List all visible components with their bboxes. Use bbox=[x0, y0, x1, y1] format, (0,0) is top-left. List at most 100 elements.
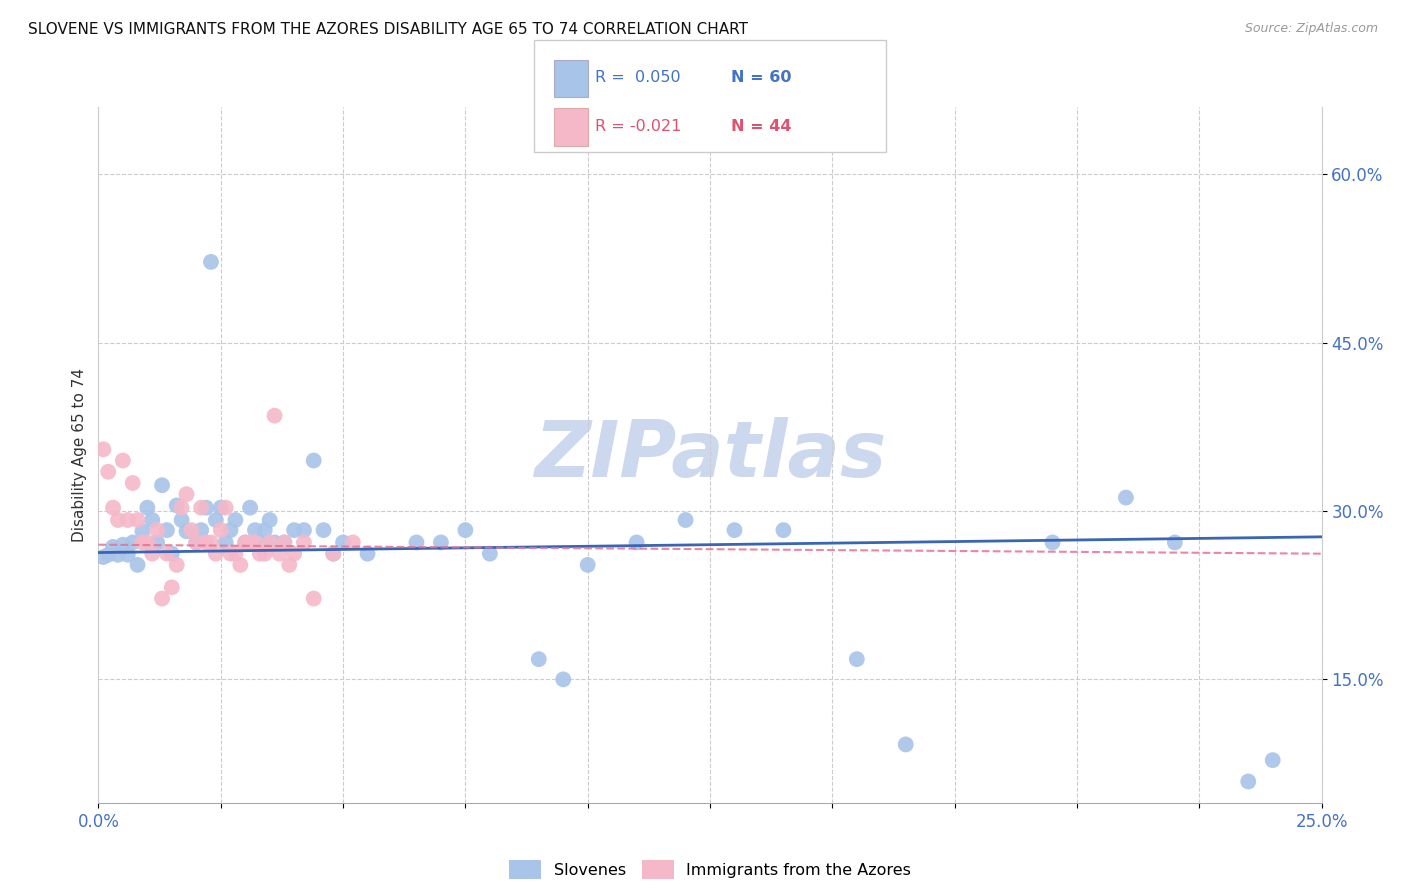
Point bbox=[195, 500, 218, 515]
Point bbox=[136, 535, 159, 549]
Point bbox=[121, 535, 143, 549]
Point bbox=[224, 513, 246, 527]
Point bbox=[239, 500, 262, 515]
Point bbox=[249, 547, 271, 561]
Point bbox=[478, 547, 501, 561]
Text: R = -0.021: R = -0.021 bbox=[595, 119, 681, 134]
Point bbox=[200, 255, 222, 269]
Point bbox=[249, 535, 271, 549]
Point bbox=[454, 523, 477, 537]
Point bbox=[186, 535, 208, 549]
Point bbox=[302, 453, 325, 467]
Text: Source: ZipAtlas.com: Source: ZipAtlas.com bbox=[1244, 22, 1378, 36]
Text: SLOVENE VS IMMIGRANTS FROM THE AZORES DISABILITY AGE 65 TO 74 CORRELATION CHART: SLOVENE VS IMMIGRANTS FROM THE AZORES DI… bbox=[28, 22, 748, 37]
Point bbox=[205, 547, 228, 561]
Point bbox=[107, 548, 129, 562]
Point bbox=[91, 442, 114, 457]
Point bbox=[576, 558, 599, 572]
Point bbox=[111, 453, 134, 467]
Point bbox=[273, 535, 295, 549]
Point bbox=[283, 547, 305, 561]
Point bbox=[1115, 491, 1137, 505]
Point bbox=[312, 523, 335, 537]
Legend: Slovenes, Immigrants from the Azores: Slovenes, Immigrants from the Azores bbox=[502, 854, 918, 885]
Point bbox=[127, 513, 149, 527]
Point bbox=[209, 500, 232, 515]
Point bbox=[160, 547, 183, 561]
Point bbox=[259, 513, 281, 527]
Point bbox=[302, 591, 325, 606]
Point bbox=[269, 547, 291, 561]
Point bbox=[131, 524, 153, 539]
Point bbox=[117, 513, 139, 527]
Point bbox=[1042, 535, 1064, 549]
Point bbox=[356, 547, 378, 561]
Point bbox=[224, 547, 246, 561]
Point bbox=[263, 409, 285, 423]
Text: R =  0.050: R = 0.050 bbox=[595, 70, 681, 86]
Point bbox=[845, 652, 868, 666]
Point bbox=[200, 535, 222, 549]
Point bbox=[278, 558, 301, 572]
Point bbox=[894, 738, 917, 752]
Point bbox=[131, 535, 153, 549]
Point bbox=[195, 535, 218, 549]
Point bbox=[219, 523, 242, 537]
Point bbox=[97, 465, 120, 479]
Point bbox=[166, 558, 188, 572]
Point bbox=[292, 535, 315, 549]
Point bbox=[253, 523, 276, 537]
Text: N = 60: N = 60 bbox=[731, 70, 792, 86]
Y-axis label: Disability Age 65 to 74: Disability Age 65 to 74 bbox=[72, 368, 87, 542]
Point bbox=[136, 500, 159, 515]
Point bbox=[117, 548, 139, 562]
Point bbox=[1237, 774, 1260, 789]
Point bbox=[233, 535, 256, 549]
Point bbox=[219, 547, 242, 561]
Point bbox=[430, 535, 453, 549]
Point bbox=[156, 547, 179, 561]
Point bbox=[190, 500, 212, 515]
Point bbox=[332, 535, 354, 549]
Point bbox=[723, 523, 745, 537]
Point bbox=[1164, 535, 1187, 549]
Point bbox=[322, 547, 344, 561]
Point bbox=[626, 535, 648, 549]
Point bbox=[127, 558, 149, 572]
Point bbox=[121, 475, 143, 490]
Point bbox=[107, 513, 129, 527]
Point bbox=[322, 547, 344, 561]
Point bbox=[97, 548, 120, 562]
Point bbox=[342, 535, 364, 549]
Point bbox=[101, 540, 124, 554]
Point bbox=[190, 523, 212, 537]
Point bbox=[146, 523, 169, 537]
Point bbox=[214, 535, 236, 549]
Point bbox=[150, 591, 173, 606]
Text: N = 44: N = 44 bbox=[731, 119, 792, 134]
Point bbox=[772, 523, 794, 537]
Point bbox=[243, 535, 266, 549]
Point bbox=[146, 535, 169, 549]
Point bbox=[259, 535, 281, 549]
Point bbox=[101, 500, 124, 515]
Point bbox=[111, 538, 134, 552]
Point bbox=[141, 547, 163, 561]
Point bbox=[405, 535, 427, 549]
Point bbox=[253, 547, 276, 561]
Point bbox=[283, 523, 305, 537]
Point bbox=[156, 523, 179, 537]
Point bbox=[243, 523, 266, 537]
Point bbox=[170, 500, 193, 515]
Point bbox=[205, 513, 228, 527]
Point bbox=[180, 523, 202, 537]
Point bbox=[229, 558, 252, 572]
Point bbox=[1261, 753, 1284, 767]
Point bbox=[233, 535, 256, 549]
Point bbox=[186, 535, 208, 549]
Point bbox=[239, 535, 262, 549]
Point bbox=[141, 513, 163, 527]
Point bbox=[263, 535, 285, 549]
Point bbox=[166, 499, 188, 513]
Point bbox=[176, 487, 198, 501]
